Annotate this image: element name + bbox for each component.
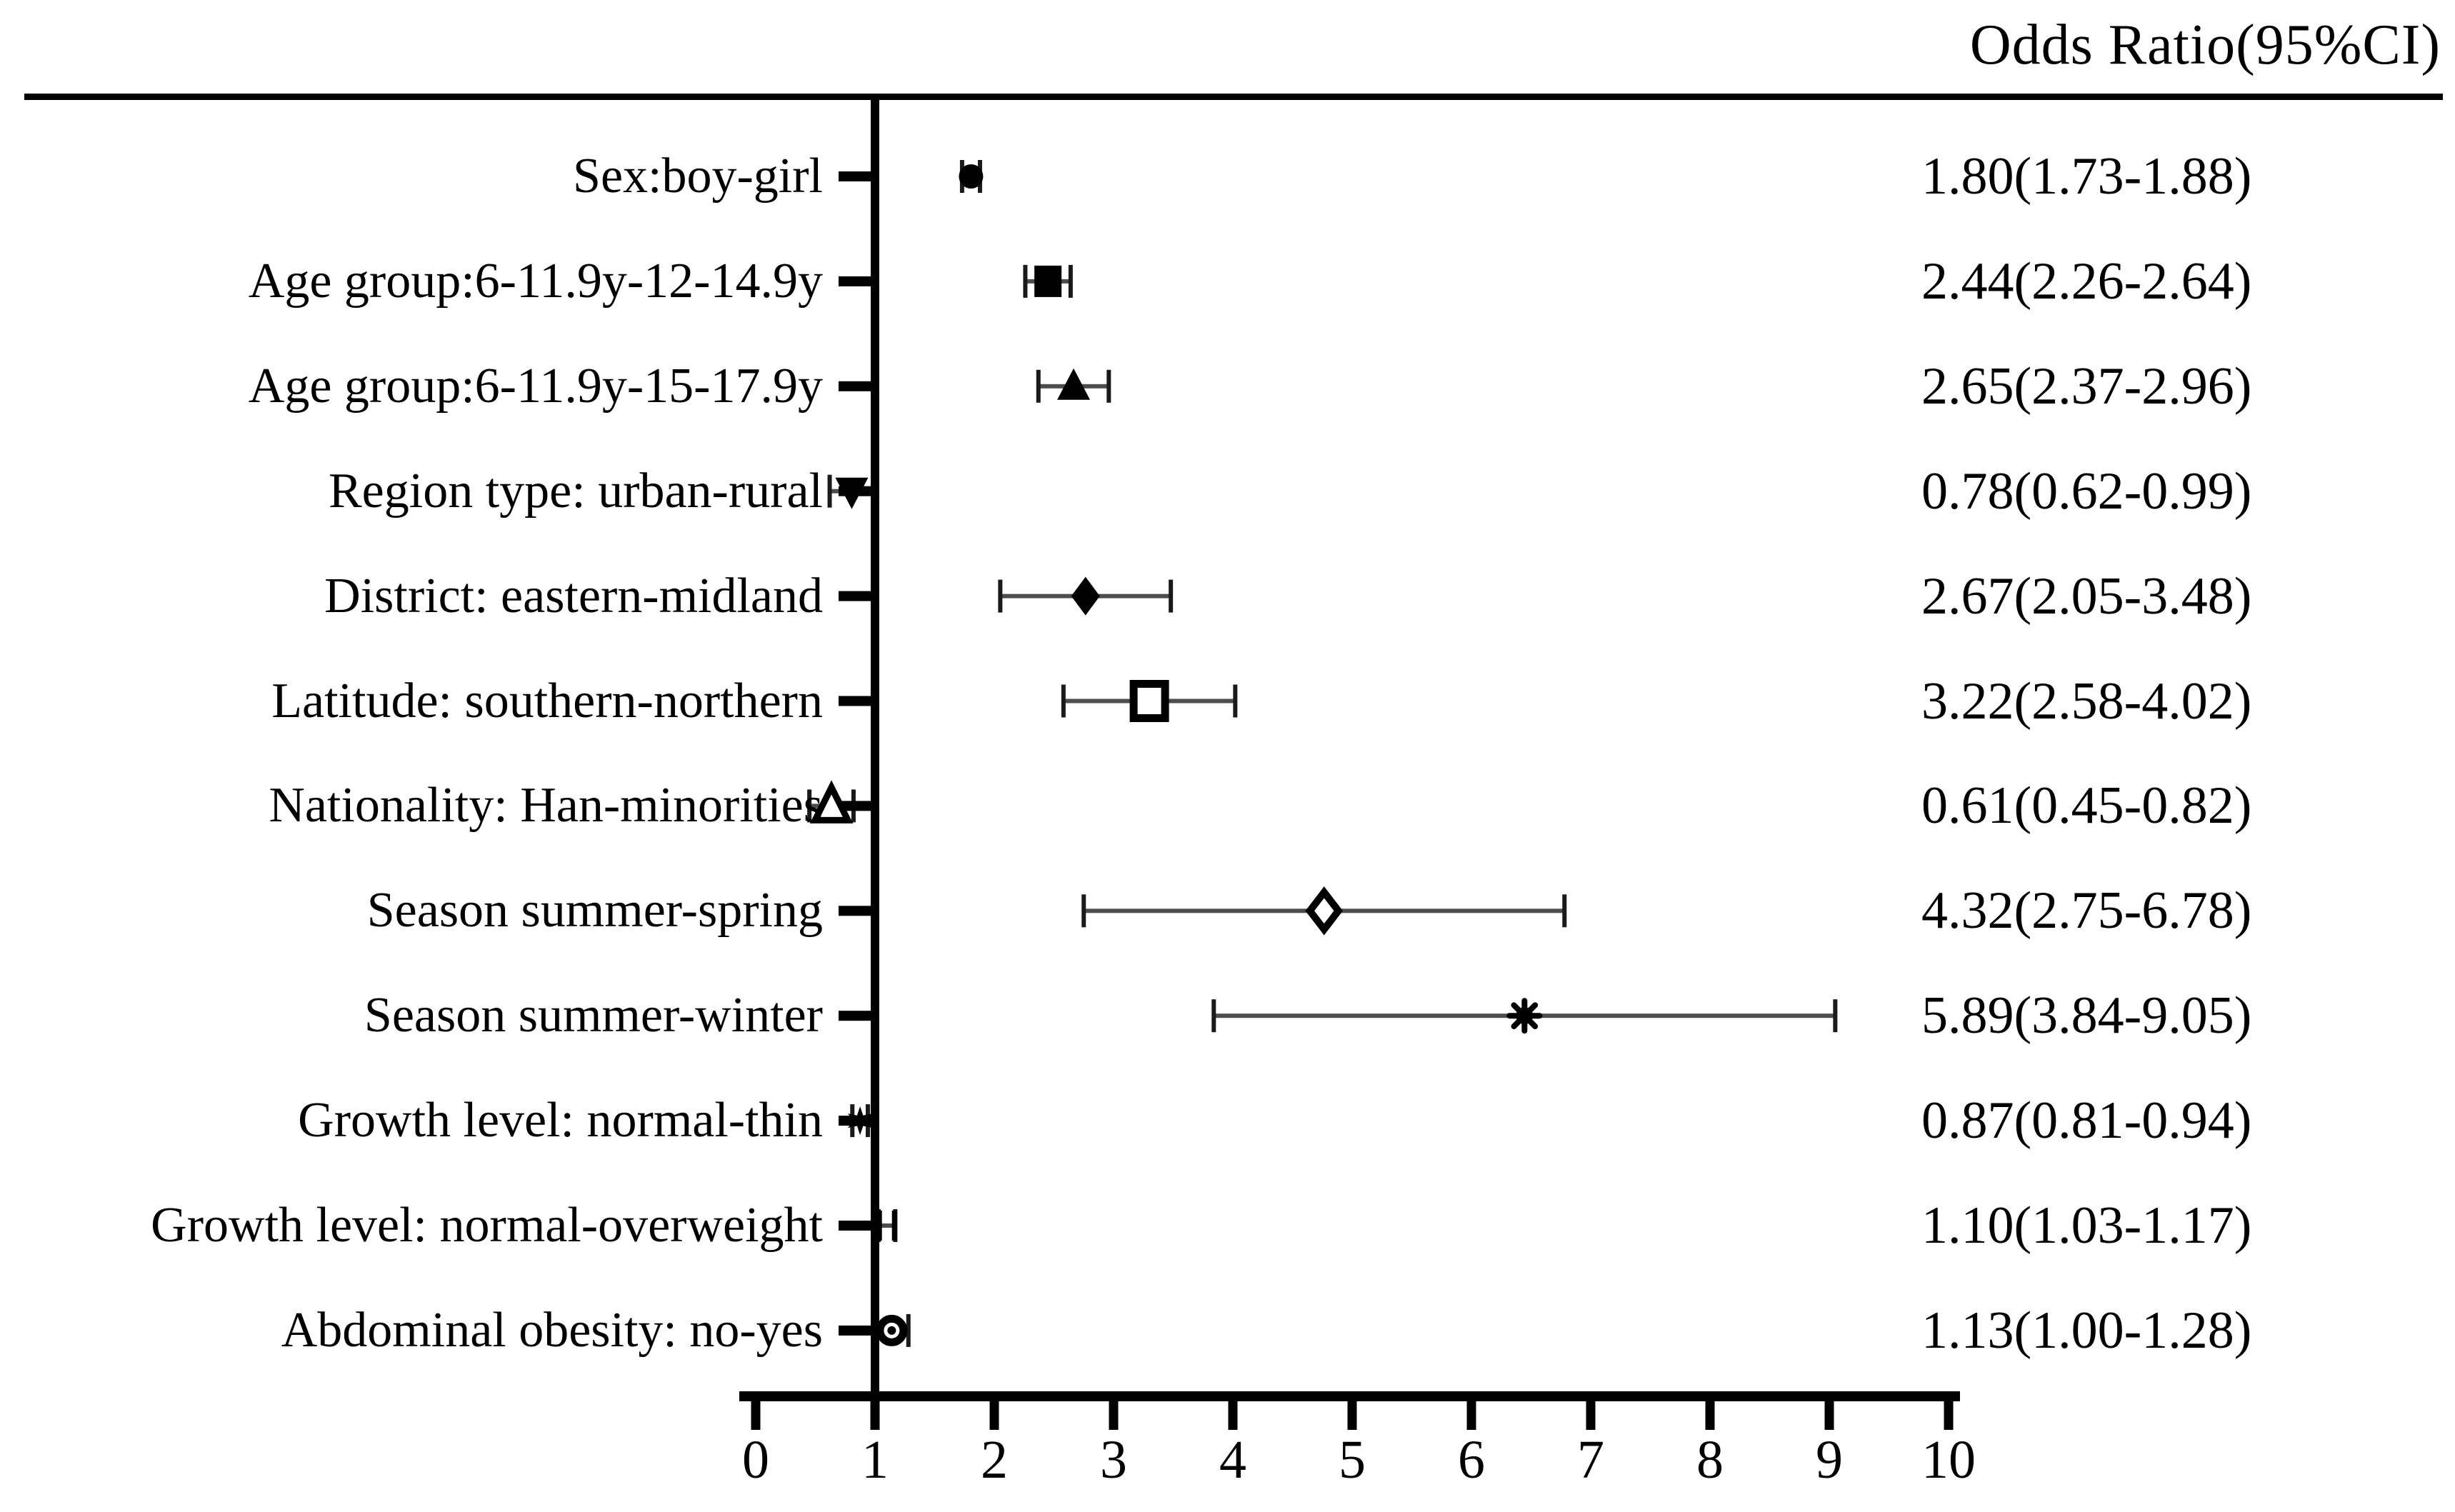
ci-cap-right <box>1233 684 1238 718</box>
ci-cap-left <box>1023 264 1028 298</box>
ci-cap-right <box>1106 369 1111 403</box>
row-label: Growth level: normal-overweight <box>151 1198 823 1253</box>
row-label: Latitude: southern-northern <box>271 673 823 729</box>
row-label: Season summer-spring <box>366 883 823 938</box>
ci-cap-left <box>1211 999 1216 1033</box>
row-odds-ratio-value: 5.89(3.84-9.05) <box>1921 986 2252 1046</box>
row-odds-ratio-value: 4.32(2.75-6.78) <box>1921 881 2252 941</box>
row-odds-ratio-value: 2.44(2.26-2.64) <box>1921 251 2252 311</box>
marker-double-vertical-bar <box>876 1211 882 1241</box>
x-axis-tick <box>1824 1401 1834 1430</box>
x-axis-tick-label: 10 <box>1921 1430 1976 1490</box>
marker-filled-diamond <box>1071 576 1100 616</box>
marker-filled-triangle-down <box>835 477 869 509</box>
x-axis-tick-label: 4 <box>1219 1430 1246 1490</box>
ci-cap-right <box>1169 579 1174 613</box>
row-odds-ratio-value: 0.78(0.62-0.99) <box>1921 461 2252 521</box>
marker-open-diamond <box>1305 886 1344 936</box>
row-odds-ratio-value: 2.65(2.37-2.96) <box>1921 356 2252 416</box>
x-axis-tick <box>1586 1401 1596 1430</box>
marker-circled-dot-center <box>887 1326 896 1335</box>
row-label: Nationality: Han-minorities <box>269 778 823 833</box>
row-label: Age group:6-11.9y-12-14.9y <box>248 253 823 309</box>
y-axis-row-tick <box>839 696 875 706</box>
top-rule <box>24 94 2443 100</box>
marker-filled-circle <box>959 164 984 189</box>
y-axis-row-tick <box>839 276 875 286</box>
x-axis-tick-label: 3 <box>1100 1430 1127 1490</box>
y-axis-row-tick <box>839 801 875 811</box>
x-axis-tick-label: 2 <box>981 1430 1008 1490</box>
plot-title: Odds Ratio(95%CI) <box>1969 14 2441 76</box>
y-axis-row-tick <box>839 591 875 601</box>
x-axis-tick <box>870 1401 880 1430</box>
x-axis-tick <box>1705 1401 1715 1430</box>
row-label: Region type: urban-rural <box>328 463 823 519</box>
marker-open-square <box>1129 680 1169 722</box>
y-axis-row-tick <box>839 1325 875 1336</box>
row-odds-ratio-value: 1.80(1.73-1.88) <box>1921 147 2252 206</box>
marker-double-vertical-bar <box>891 1211 897 1241</box>
ci-cap-right <box>1562 894 1567 928</box>
x-axis-tick <box>1466 1401 1476 1430</box>
marker-filled-triangle-up <box>1057 368 1091 400</box>
y-axis-row-tick <box>839 171 875 181</box>
marker-filled-star <box>847 1106 873 1136</box>
row-label: Age group:6-11.9y-15-17.9y <box>248 358 823 414</box>
y-axis-row-tick <box>839 1011 875 1021</box>
y-axis-row-tick <box>839 381 875 391</box>
row-odds-ratio-value: 3.22(2.58-4.02) <box>1921 671 2252 731</box>
row-odds-ratio-value: 2.67(2.05-3.48) <box>1921 566 2252 626</box>
x-axis-tick-label: 6 <box>1458 1430 1485 1490</box>
row-label: Season summer-winter <box>364 988 823 1043</box>
ci-cap-left <box>1036 369 1041 403</box>
x-axis-tick <box>1109 1401 1119 1430</box>
ci-cap-left <box>1081 894 1086 928</box>
reference-line-or1 <box>871 94 879 1394</box>
row-odds-ratio-value: 0.61(0.45-0.82) <box>1921 776 2252 836</box>
x-axis-tick <box>1347 1401 1357 1430</box>
marker-filled-asterisk-spoke <box>1521 1002 1539 1019</box>
y-axis-row-tick <box>839 906 875 916</box>
marker-open-triangle-up <box>809 780 854 823</box>
row-odds-ratio-value: 1.13(1.00-1.28) <box>1921 1301 2252 1360</box>
ci-cap-left <box>827 474 832 508</box>
row-odds-ratio-value: 1.10(1.03-1.17) <box>1921 1196 2252 1255</box>
row-label: Sex:boy-girl <box>573 149 823 204</box>
x-axis-tick <box>751 1401 761 1430</box>
ci-cap-right <box>906 1313 911 1347</box>
x-axis-tick <box>1228 1401 1238 1430</box>
ci-cap-left <box>807 789 812 823</box>
ci-cap-right <box>1068 264 1073 298</box>
row-label: Abdominal obesity: no-yes <box>281 1302 823 1358</box>
x-axis-tick-label: 7 <box>1577 1430 1604 1490</box>
ci-cap-left <box>998 579 1003 613</box>
y-axis-row-tick <box>839 1221 875 1231</box>
row-odds-ratio-value: 0.87(0.81-0.94) <box>1921 1091 2252 1151</box>
row-label: District: eastern-midland <box>324 568 823 624</box>
x-axis-tick-label: 8 <box>1696 1430 1724 1490</box>
ci-cap-right <box>1833 999 1838 1033</box>
x-axis-line <box>739 1391 1960 1401</box>
x-axis-tick-label: 0 <box>742 1430 769 1490</box>
ci-line <box>879 1223 896 1228</box>
marker-filled-square <box>1034 265 1062 297</box>
ci-cap-left <box>1061 684 1066 718</box>
x-axis-tick-label: 5 <box>1339 1430 1366 1490</box>
x-axis-tick-label: 1 <box>861 1430 889 1490</box>
row-label: Growth level: normal-thin <box>298 1093 823 1148</box>
x-axis-tick <box>1944 1401 1954 1430</box>
x-axis-tick <box>989 1401 999 1430</box>
x-axis-tick-label: 9 <box>1816 1430 1843 1490</box>
